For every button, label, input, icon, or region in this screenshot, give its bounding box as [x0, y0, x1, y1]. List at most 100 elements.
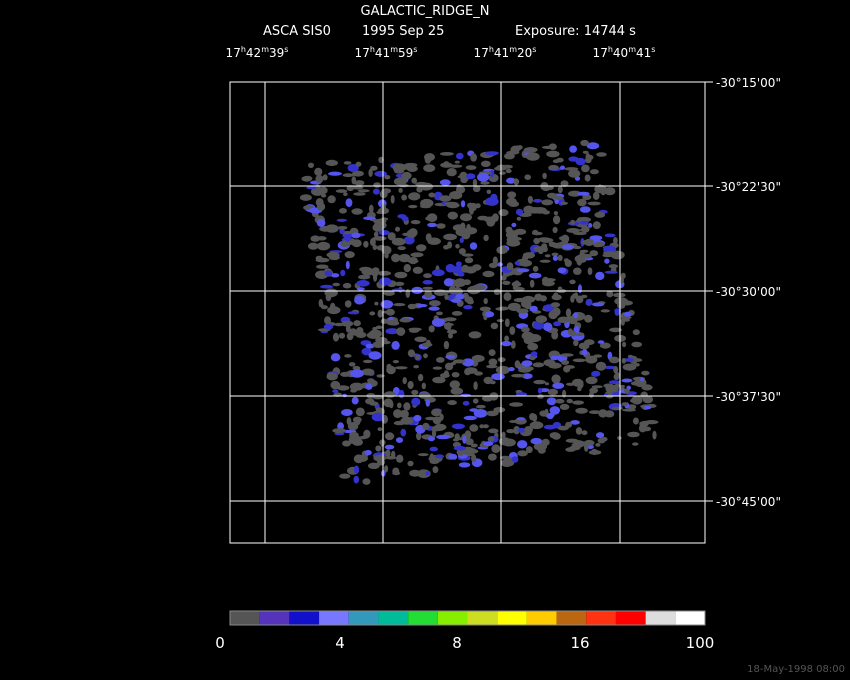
- blue-blob: [373, 188, 380, 195]
- gray-blob: [472, 178, 478, 188]
- blue-blob: [401, 216, 409, 222]
- blue-blob: [436, 434, 451, 440]
- gray-blob: [504, 335, 509, 342]
- gray-blob: [551, 252, 559, 257]
- gray-blob: [355, 407, 365, 417]
- colorbar-segment: [497, 611, 527, 625]
- gray-blob: [588, 450, 602, 455]
- gray-blob: [348, 362, 356, 367]
- blue-blob: [345, 198, 353, 208]
- gray-blob: [361, 368, 375, 376]
- gray-blob: [533, 237, 541, 245]
- gray-blob: [556, 157, 564, 163]
- blue-blob: [316, 218, 326, 227]
- gray-blob: [342, 282, 352, 289]
- gray-blob: [534, 293, 543, 301]
- gray-blob: [514, 360, 521, 369]
- gray-blob: [483, 298, 488, 305]
- blue-blob: [463, 305, 473, 310]
- gray-blob: [521, 299, 531, 308]
- blue-blob: [411, 397, 421, 407]
- gray-blob: [383, 290, 395, 296]
- gray-blob: [488, 358, 498, 366]
- colorbar-segment: [230, 611, 260, 625]
- gray-blob: [517, 450, 528, 457]
- blue-blob: [356, 287, 365, 291]
- gray-blob: [423, 353, 428, 359]
- blue-blob: [462, 400, 470, 406]
- gray-blob: [572, 245, 582, 250]
- gray-blob: [308, 162, 314, 168]
- gray-blob: [502, 280, 511, 285]
- blue-blob: [455, 261, 462, 267]
- gray-blob: [372, 223, 385, 232]
- gray-blob: [454, 433, 460, 441]
- colorbar-segment: [348, 611, 379, 625]
- gray-blob: [589, 169, 599, 175]
- blue-blob: [511, 222, 517, 228]
- blue-blob: [341, 409, 353, 416]
- ra-label: 17h42m39s: [226, 45, 289, 60]
- gray-blob: [408, 204, 418, 209]
- blue-blob: [483, 441, 494, 447]
- gray-blob: [565, 421, 573, 428]
- blue-blob: [521, 373, 533, 379]
- gray-blob: [486, 410, 499, 417]
- gray-blob: [539, 259, 551, 263]
- gray-blob: [496, 319, 504, 323]
- blue-blob: [515, 392, 528, 397]
- gray-blob: [541, 243, 548, 249]
- gray-blob: [444, 322, 450, 330]
- blue-blob: [568, 156, 579, 162]
- gray-blob: [620, 384, 625, 388]
- blue-blob: [608, 380, 621, 385]
- blue-blob: [365, 383, 373, 390]
- gray-blob: [529, 279, 535, 288]
- gray-blob: [394, 271, 408, 279]
- gray-blob: [563, 258, 570, 263]
- gray-blob: [621, 357, 627, 364]
- gray-blob: [472, 398, 479, 404]
- blue-blob: [570, 420, 580, 425]
- gray-blob: [391, 253, 401, 263]
- gray-blob: [422, 342, 433, 348]
- blue-blob: [595, 271, 605, 281]
- gray-blob: [368, 462, 380, 469]
- gray-blob: [532, 265, 539, 272]
- blue-blob: [356, 280, 370, 287]
- gray-blob: [420, 198, 434, 208]
- gray-blob: [311, 187, 324, 196]
- gray-blob: [604, 187, 616, 196]
- gray-blob: [424, 290, 433, 299]
- gray-blob: [373, 182, 381, 188]
- gray-blob: [347, 422, 359, 431]
- blue-blob: [453, 446, 467, 451]
- gray-blob: [622, 341, 627, 348]
- gray-blob: [627, 404, 637, 410]
- gray-blob: [318, 303, 324, 308]
- gray-blob: [299, 194, 312, 201]
- gray-blob: [381, 245, 392, 255]
- gray-blob: [523, 147, 538, 153]
- colorbar-segment: [378, 611, 409, 625]
- gray-blob: [401, 171, 412, 180]
- blue-blob: [457, 272, 465, 277]
- gray-blob: [563, 365, 571, 373]
- gray-blob: [375, 325, 383, 330]
- blue-blob: [549, 406, 560, 415]
- gray-blob: [468, 331, 482, 339]
- gray-blob: [356, 332, 366, 337]
- blue-blob: [485, 197, 499, 206]
- ra-label: 17h40m41s: [593, 45, 656, 60]
- blue-blob: [428, 306, 440, 311]
- gray-blob: [370, 165, 378, 171]
- gray-blob: [342, 440, 351, 447]
- gray-blob: [551, 374, 561, 384]
- blue-blob: [550, 355, 559, 361]
- gray-blob: [529, 413, 536, 421]
- blue-blob: [306, 186, 317, 190]
- gray-blob: [397, 246, 406, 251]
- gray-blob: [370, 237, 376, 247]
- gray-blob: [578, 342, 590, 350]
